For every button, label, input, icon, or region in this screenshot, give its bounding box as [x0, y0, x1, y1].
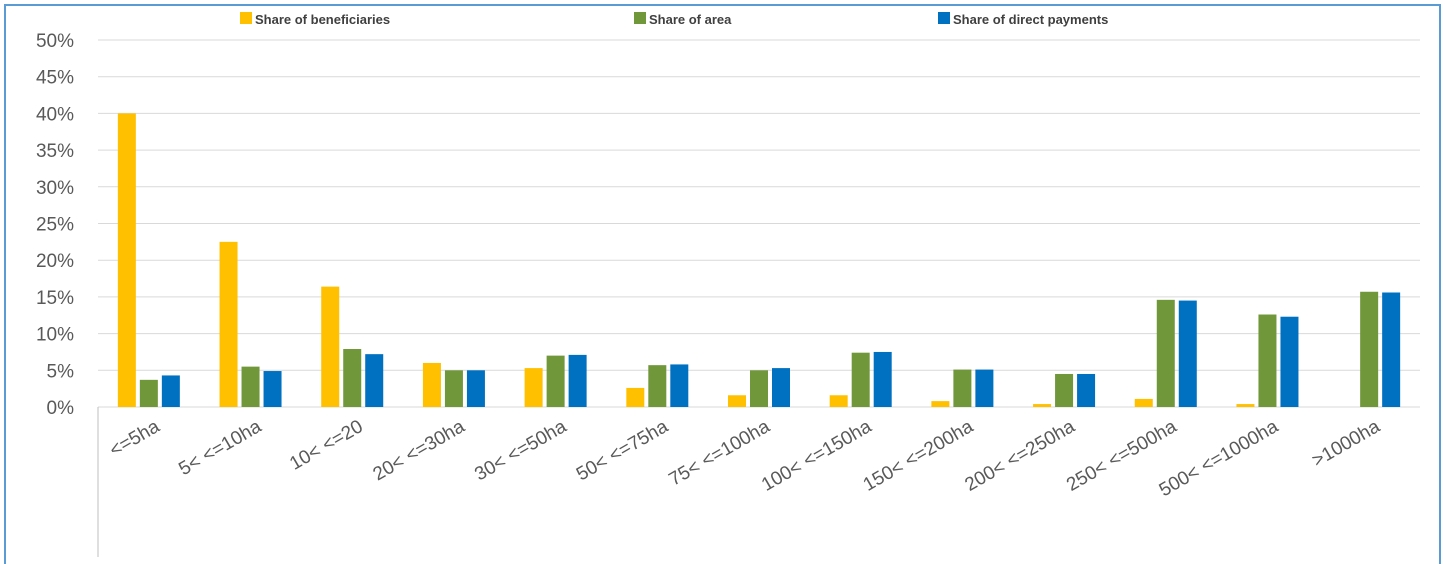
x-tick-label: 10< <=20	[286, 416, 367, 475]
legend-swatch	[634, 12, 646, 24]
bar	[1055, 373, 1074, 407]
bar	[466, 370, 485, 407]
x-tick-label: 50< <=75ha	[573, 416, 672, 485]
legend-label: Share of area	[649, 12, 732, 27]
y-tick-label: 25%	[36, 215, 74, 236]
y-tick-label: 50%	[36, 31, 74, 52]
x-tick-label: 30< <=50ha	[471, 416, 570, 485]
bar	[772, 368, 790, 407]
y-tick-label: 35%	[36, 141, 74, 162]
bar	[139, 379, 158, 407]
bar	[1236, 404, 1255, 407]
bar	[321, 286, 340, 407]
y-tick-label: 45%	[36, 68, 74, 89]
bar	[444, 370, 463, 407]
y-tick-label: 5%	[47, 361, 75, 382]
chart-frame	[4, 4, 1441, 564]
bar	[851, 352, 870, 407]
bar	[219, 241, 238, 407]
x-tick-label: 100< <=150ha	[758, 416, 875, 496]
bar	[1382, 292, 1401, 407]
bar	[728, 395, 746, 407]
bar	[829, 395, 848, 407]
x-tick-label: 200< <=250ha	[961, 416, 1078, 496]
bar	[975, 369, 994, 407]
bar	[1178, 300, 1197, 407]
bar	[241, 366, 260, 407]
bar	[750, 370, 768, 407]
y-tick-label: 30%	[36, 178, 74, 199]
bar	[648, 365, 667, 407]
bar	[1156, 299, 1175, 407]
bar	[1258, 314, 1277, 407]
bar	[670, 364, 689, 407]
bar	[422, 362, 441, 407]
bar	[873, 351, 892, 407]
bar	[161, 375, 180, 407]
x-tick-label: <=5ha	[106, 416, 164, 461]
x-tick-label: 150< <=200ha	[860, 416, 977, 496]
bar	[1077, 373, 1096, 407]
y-tick-label: 15%	[36, 288, 74, 309]
legend-label: Share of direct payments	[953, 12, 1108, 27]
bar	[1033, 404, 1052, 407]
x-tick-label: 5< <=10ha	[175, 416, 265, 480]
y-tick-label: 40%	[36, 104, 74, 125]
bar	[524, 368, 543, 407]
bar	[1360, 291, 1379, 407]
bar	[568, 354, 587, 407]
y-axis: 0% 5% 10% 15% 20% 25% 30% 35% 40% 45% 50%	[36, 31, 74, 419]
legend: Share of beneficiaries Share of area Share…	[240, 12, 1108, 27]
bar	[931, 401, 950, 407]
x-tick-label: 75< <=100ha	[666, 416, 774, 491]
bar	[546, 355, 565, 407]
x-axis: <=5ha 5< <=10ha 10< <=20 20< <=30ha 30< <=50…	[106, 416, 1384, 501]
bar	[1280, 316, 1299, 407]
x-tick-label: >1000ha	[1309, 416, 1384, 472]
bar	[953, 369, 972, 407]
bars	[117, 113, 1401, 408]
bar	[365, 354, 384, 407]
bar	[117, 113, 136, 408]
legend-label: Share of beneficiaries	[255, 12, 390, 27]
x-tick-label: 20< <=30ha	[370, 416, 469, 485]
gridlines	[97, 39, 1420, 557]
y-tick-label: 20%	[36, 251, 74, 272]
bar	[1134, 398, 1153, 407]
bar	[626, 387, 645, 407]
bar	[263, 371, 282, 407]
y-tick-label: 10%	[36, 325, 74, 346]
y-tick-label: 0%	[47, 398, 75, 419]
legend-swatch	[938, 12, 950, 24]
bar	[343, 349, 362, 407]
legend-swatch	[240, 12, 252, 24]
